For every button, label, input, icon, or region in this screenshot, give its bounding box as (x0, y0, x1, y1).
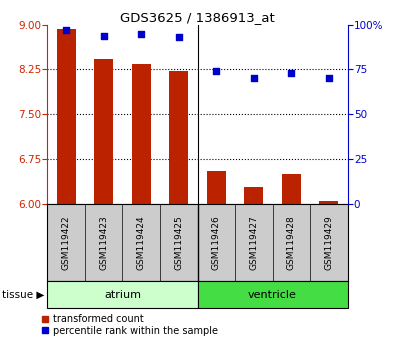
Point (251, 75, 257, 81)
Point (63, 27, 70, 33)
Text: GSM119429: GSM119429 (324, 215, 333, 270)
Text: ventricle: ventricle (248, 290, 297, 300)
Text: GSM119424: GSM119424 (137, 215, 146, 270)
Bar (282, 174, 301, 204)
Text: GSM119428: GSM119428 (287, 215, 296, 270)
Bar (207, 171, 226, 204)
Bar (47, 281, 198, 308)
Bar (320, 201, 338, 204)
Bar (198, 281, 348, 308)
Point (100, 33, 107, 38)
Bar (169, 71, 188, 204)
Text: GSM119422: GSM119422 (62, 215, 71, 270)
Text: GSM119425: GSM119425 (174, 215, 183, 270)
Legend: transformed count, percentile rank within the sample: transformed count, percentile rank withi… (36, 310, 222, 340)
Point (175, 34, 182, 40)
Text: GSM119427: GSM119427 (249, 215, 258, 270)
Title: GDS3625 / 1386913_at: GDS3625 / 1386913_at (120, 11, 275, 24)
Point (326, 75, 332, 81)
Text: tissue ▶: tissue ▶ (2, 290, 44, 300)
Point (213, 68, 220, 74)
Bar (245, 188, 263, 204)
Bar (57, 29, 75, 204)
Text: GSM119426: GSM119426 (212, 215, 221, 270)
Bar (94, 59, 113, 204)
Text: atrium: atrium (104, 290, 141, 300)
Point (288, 70, 295, 76)
Point (138, 31, 145, 36)
Bar (132, 63, 150, 204)
Text: GSM119423: GSM119423 (99, 215, 108, 270)
